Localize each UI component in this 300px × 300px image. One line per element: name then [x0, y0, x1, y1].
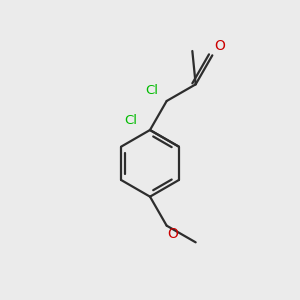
Text: O: O: [167, 227, 178, 241]
Text: Cl: Cl: [124, 114, 137, 127]
Text: O: O: [214, 39, 225, 53]
Text: Cl: Cl: [145, 84, 158, 97]
